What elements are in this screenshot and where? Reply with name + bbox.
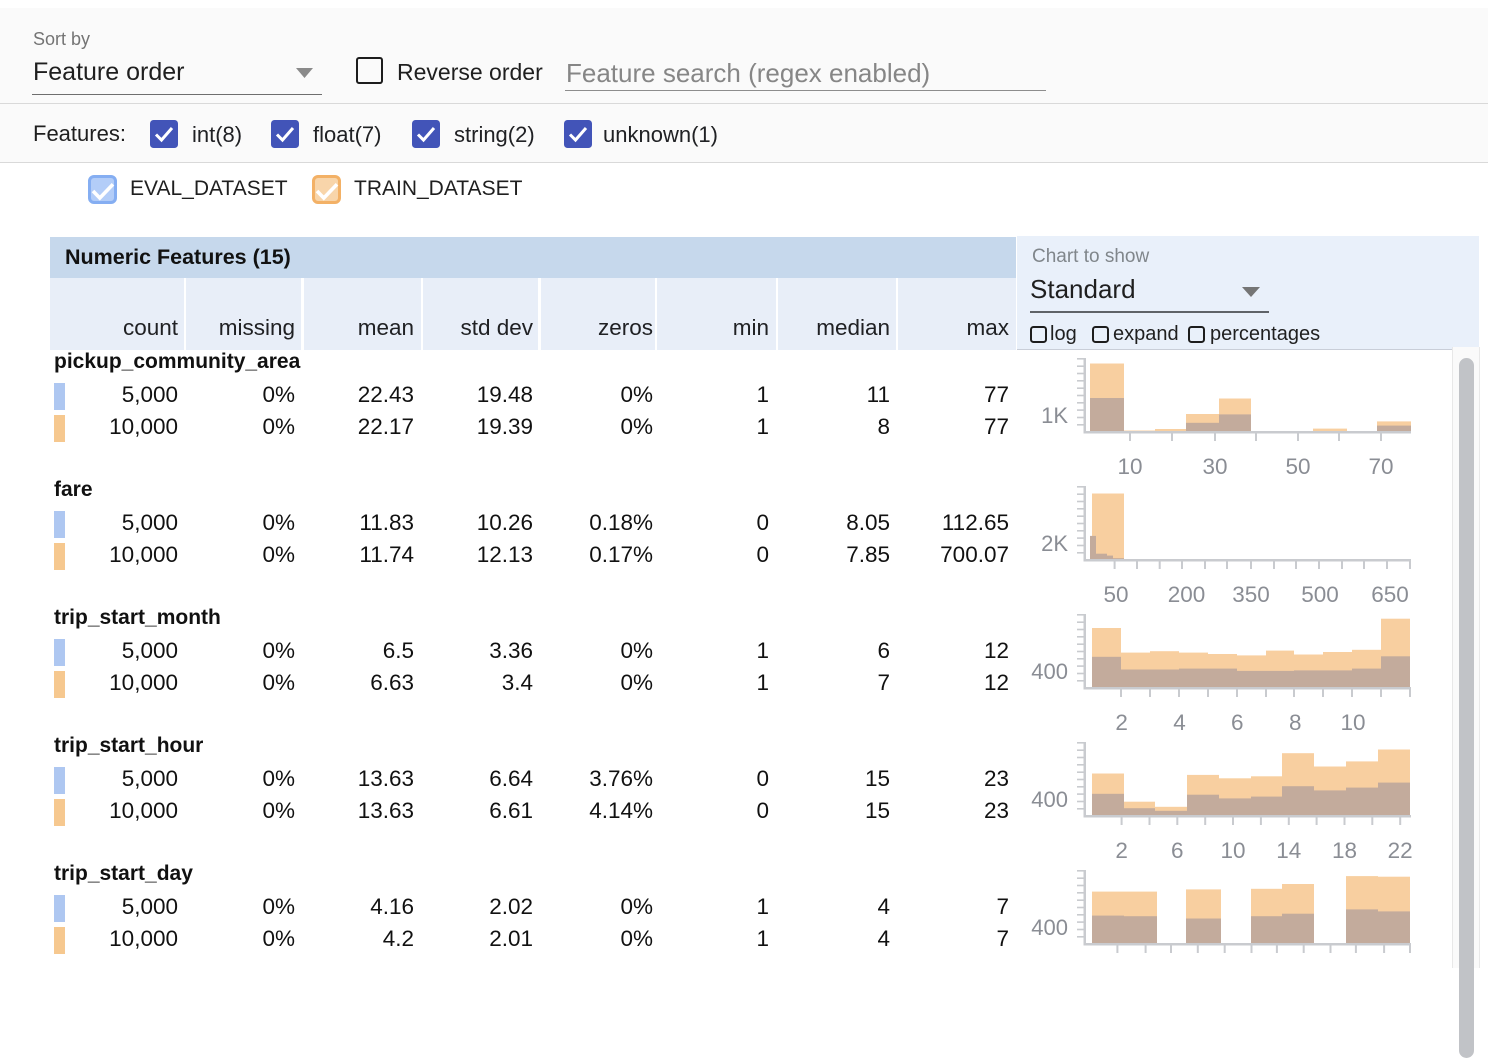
svg-text:70: 70 <box>1368 454 1393 479</box>
svg-text:10: 10 <box>1220 838 1245 863</box>
svg-text:50: 50 <box>1103 582 1128 607</box>
svg-text:500: 500 <box>1301 582 1339 607</box>
svg-text:350: 350 <box>1232 582 1270 607</box>
svg-text:6: 6 <box>1231 710 1244 735</box>
svg-text:18: 18 <box>1332 838 1357 863</box>
svg-text:14: 14 <box>1276 838 1301 863</box>
svg-text:200: 200 <box>1168 582 1206 607</box>
svg-text:50: 50 <box>1285 454 1310 479</box>
svg-text:2K: 2K <box>1041 531 1068 556</box>
svg-text:22: 22 <box>1388 838 1413 863</box>
svg-text:4: 4 <box>1173 710 1186 735</box>
svg-text:30: 30 <box>1202 454 1227 479</box>
svg-text:8: 8 <box>1289 710 1302 735</box>
svg-text:400: 400 <box>1031 659 1068 684</box>
svg-text:2: 2 <box>1115 710 1128 735</box>
svg-text:6: 6 <box>1171 838 1184 863</box>
svg-text:2: 2 <box>1115 838 1128 863</box>
svg-text:400: 400 <box>1031 915 1068 940</box>
svg-text:1K: 1K <box>1041 403 1068 428</box>
svg-text:650: 650 <box>1371 582 1409 607</box>
svg-text:10: 10 <box>1340 710 1365 735</box>
svg-text:10: 10 <box>1117 454 1142 479</box>
svg-text:400: 400 <box>1031 787 1068 812</box>
